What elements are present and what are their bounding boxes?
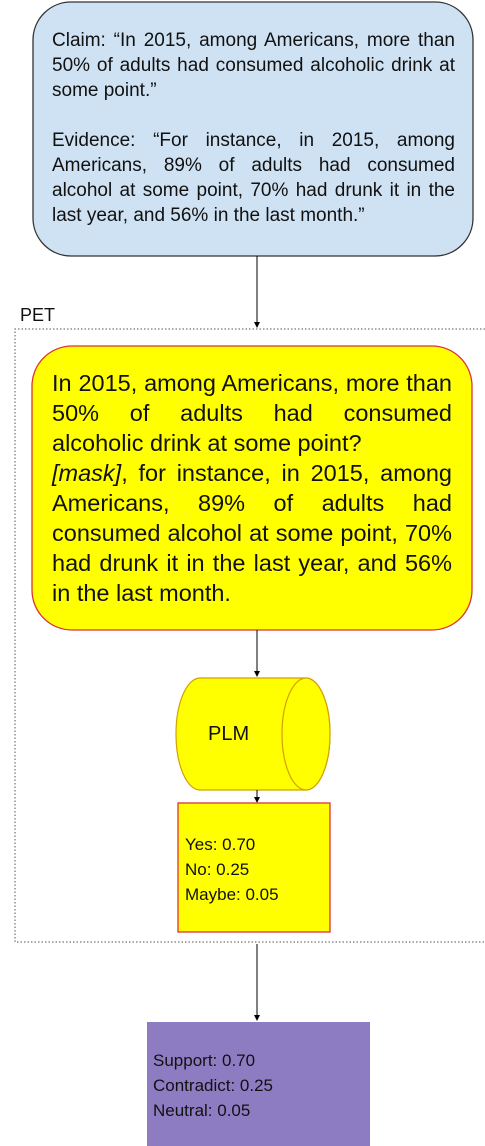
output-line: Yes: 0.70 [185, 835, 256, 854]
prompt-evidence: , for instance, in 2015, among Americans… [52, 460, 452, 606]
plm-label: PLM [208, 723, 250, 745]
claim-box [32, 1, 474, 257]
pet-label: PET [20, 305, 56, 325]
prompt-text: In 2015, among Americans, more than 50% … [52, 368, 452, 608]
pet-output-box [177, 802, 331, 933]
final-output-box [147, 1022, 370, 1146]
evidence-text: Evidence: “For instance, in 2015, among … [52, 130, 455, 226]
output-line: Neutral: 0.05 [153, 1101, 251, 1120]
prompt-box [31, 345, 473, 631]
pet-region [14, 328, 485, 943]
output-line: No: 0.25 [185, 860, 250, 879]
final-output-text: Support: 0.70 Contradict: 0.25 Neutral: … [153, 1048, 273, 1123]
output-line: Maybe: 0.05 [185, 885, 279, 904]
cylinder-end [281, 677, 331, 791]
prompt-question: In 2015, among Americans, more than 50% … [52, 370, 452, 456]
pet-output-text: Yes: 0.70 No: 0.25 Maybe: 0.05 [185, 832, 279, 907]
output-line: Contradict: 0.25 [153, 1076, 274, 1095]
claim-text: Claim: “In 2015, among Americans, more t… [52, 30, 455, 101]
output-line: Support: 0.70 [153, 1051, 256, 1070]
mask-token: [mask] [52, 460, 122, 486]
